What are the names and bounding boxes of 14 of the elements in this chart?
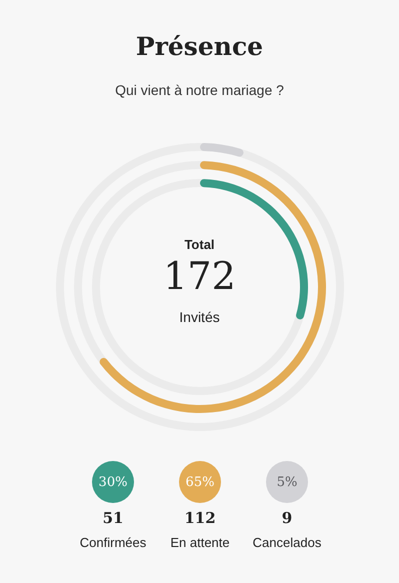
text: 172 (163, 254, 236, 298)
text: 51 (102, 509, 124, 527)
category-label: En attente (169, 535, 231, 550)
text: Présence (134, 32, 264, 61)
category-label: Cancelados (252, 535, 322, 550)
text: 9 (282, 509, 292, 527)
text: Invités (178, 309, 221, 325)
data-label: 65% (179, 461, 221, 503)
text: Total (183, 237, 216, 252)
text: Qui vient à notre mariage ? (114, 82, 285, 98)
text: 112 (184, 509, 216, 527)
data-label: 30% (92, 461, 134, 503)
data-label: 5% (266, 461, 308, 503)
category-label: Confirmées (78, 535, 148, 550)
